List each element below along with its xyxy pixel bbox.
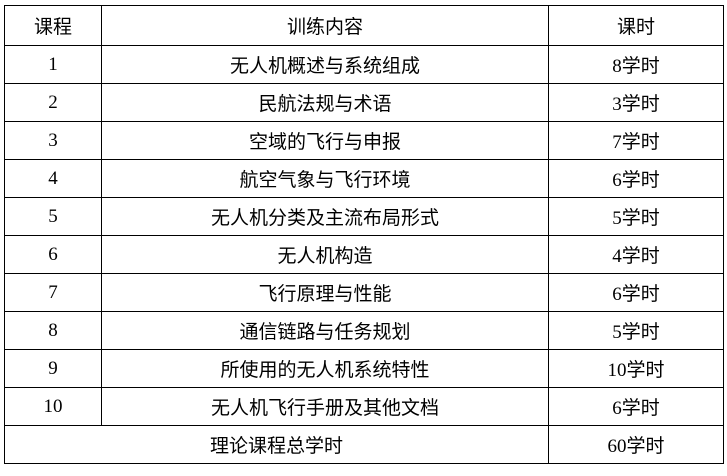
table-row: 7 飞行原理与性能 6学时 <box>4 273 724 312</box>
table-row: 1 无人机概述与系统组成 8学时 <box>4 45 724 84</box>
table-row: 4 航空气象与飞行环境 6学时 <box>4 159 724 198</box>
training-content: 所使用的无人机系统特性 <box>101 349 549 388</box>
course-number: 9 <box>4 349 102 388</box>
course-number: 8 <box>4 311 102 350</box>
course-hours: 6学时 <box>548 159 724 198</box>
course-hours: 10学时 <box>548 349 724 388</box>
training-content: 无人机飞行手册及其他文档 <box>101 387 549 426</box>
course-number: 4 <box>4 159 102 198</box>
table-row: 3 空域的飞行与申报 7学时 <box>4 121 724 160</box>
training-content: 通信链路与任务规划 <box>101 311 549 350</box>
table-row: 5 无人机分类及主流布局形式 5学时 <box>4 197 724 236</box>
course-hours: 7学时 <box>548 121 724 160</box>
course-number: 2 <box>4 83 102 122</box>
training-content: 无人机分类及主流布局形式 <box>101 197 549 236</box>
training-content: 航空气象与飞行环境 <box>101 159 549 198</box>
header-course: 课程 <box>4 5 102 46</box>
course-hours: 8学时 <box>548 45 724 84</box>
table-row: 6 无人机构造 4学时 <box>4 235 724 274</box>
table-row: 8 通信链路与任务规划 5学时 <box>4 311 724 350</box>
table-row: 9 所使用的无人机系统特性 10学时 <box>4 349 724 388</box>
training-content: 无人机概述与系统组成 <box>101 45 549 84</box>
course-hours: 3学时 <box>548 83 724 122</box>
total-hours: 60学时 <box>548 425 724 464</box>
course-hours: 6学时 <box>548 387 724 426</box>
training-content: 民航法规与术语 <box>101 83 549 122</box>
training-content: 飞行原理与性能 <box>101 273 549 312</box>
header-hours: 课时 <box>548 5 724 46</box>
course-hours: 5学时 <box>548 197 724 236</box>
course-hours-table: 课程 训练内容 课时 1 无人机概述与系统组成 8学时 2 民航法规与术语 3学时 3 空域的… <box>4 5 724 464</box>
course-hours: 5学时 <box>548 311 724 350</box>
course-number: 3 <box>4 121 102 160</box>
course-number: 7 <box>4 273 102 312</box>
training-content: 无人机构造 <box>101 235 549 274</box>
course-hours: 4学时 <box>548 235 724 274</box>
course-number: 6 <box>4 235 102 274</box>
course-number: 5 <box>4 197 102 236</box>
table-row: 2 民航法规与术语 3学时 <box>4 83 724 122</box>
total-row: 理论课程总学时 60学时 <box>4 425 724 464</box>
header-content: 训练内容 <box>101 5 549 46</box>
course-number: 10 <box>4 387 102 426</box>
course-hours: 6学时 <box>548 273 724 312</box>
training-content: 空域的飞行与申报 <box>101 121 549 160</box>
total-label: 理论课程总学时 <box>4 425 549 464</box>
table-header-row: 课程 训练内容 课时 <box>4 5 724 46</box>
course-number: 1 <box>4 45 102 84</box>
table-row: 10 无人机飞行手册及其他文档 6学时 <box>4 387 724 426</box>
